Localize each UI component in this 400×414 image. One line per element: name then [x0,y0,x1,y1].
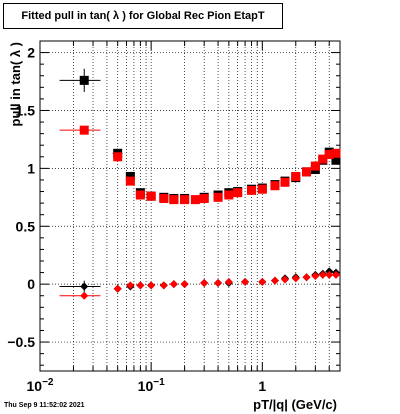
y-tick-label: 1 [27,160,35,176]
x-tick-label: 10−2 [27,377,54,394]
data-point-square [180,195,190,205]
data-point-square [270,181,280,191]
x-tick-exponent: −1 [153,377,165,388]
data-points [59,68,341,300]
data-point-diamond [331,270,340,279]
data-point-diamond [126,281,135,290]
data-point-diamond [214,279,223,287]
x-axis-label: pT/|q| (GeV/c) [253,397,337,412]
x-tick-exponent: −2 [42,377,54,388]
data-point-diamond [136,281,145,290]
data-point-diamond [113,284,122,293]
plot-frame-rect [39,40,341,372]
data-point-diamond [311,272,320,281]
data-point-square [257,184,267,194]
data-point-diamond [147,281,156,290]
data-point-diamond [80,282,89,291]
data-point-square [318,154,328,164]
data-point-diamond [258,277,267,286]
y-tick-label: 2 [27,45,35,61]
y-tick-label: −0.5 [7,334,35,350]
data-point-square [125,176,135,186]
data-point-square [159,193,169,203]
data-point-square [331,155,341,165]
title-box: Fitted pull in tan( λ ) for Global Rec P… [3,3,283,29]
x-tick-label: 1 [258,378,266,394]
data-point-diamond [325,270,334,279]
data-point-diamond [318,270,327,279]
data-point-square [233,188,243,198]
data-point-square [331,148,341,158]
data-point-diamond [159,281,168,290]
y-tick-label: 0 [27,276,35,292]
y-tick-label: 0.5 [16,218,36,234]
grid-lines [40,41,340,371]
data-point-diamond [180,280,189,289]
data-point-square [113,152,123,162]
data-point-square [224,190,234,200]
data-point-square [310,161,320,171]
data-point-diamond [302,273,311,282]
data-point-diamond [291,274,300,283]
data-point-square [280,177,290,187]
y-axis-label: pull in tan( λ ) [8,42,23,127]
data-point-square [135,190,145,200]
data-point-diamond [200,279,209,287]
data-point-square [324,149,334,159]
timestamp-footer: Thu Sep 9 11:52:02 2021 [4,402,85,409]
data-point-square [302,167,312,177]
plot-frame [39,40,341,372]
data-point-square [213,192,223,202]
data-point-square [291,171,301,181]
y-tick-label: 1.5 [16,102,36,118]
data-point-square [79,75,89,85]
chart-title: Fitted pull in tan( λ ) for Global Rec P… [21,10,265,22]
data-point-diamond [241,277,250,286]
axis-ticks [39,41,341,371]
x-tick-label: 10−1 [138,377,165,394]
data-point-square [199,193,209,203]
data-point-diamond [169,280,178,289]
data-point-diamond [280,275,289,284]
data-point-square [190,195,200,205]
data-point-diamond [270,276,279,285]
data-point-diamond [224,277,233,286]
data-point-square [247,185,257,195]
data-point-square [79,125,89,135]
data-point-diamond [80,291,89,300]
data-point-square [169,195,179,205]
data-point-square [125,171,135,181]
data-point-square [146,191,156,201]
